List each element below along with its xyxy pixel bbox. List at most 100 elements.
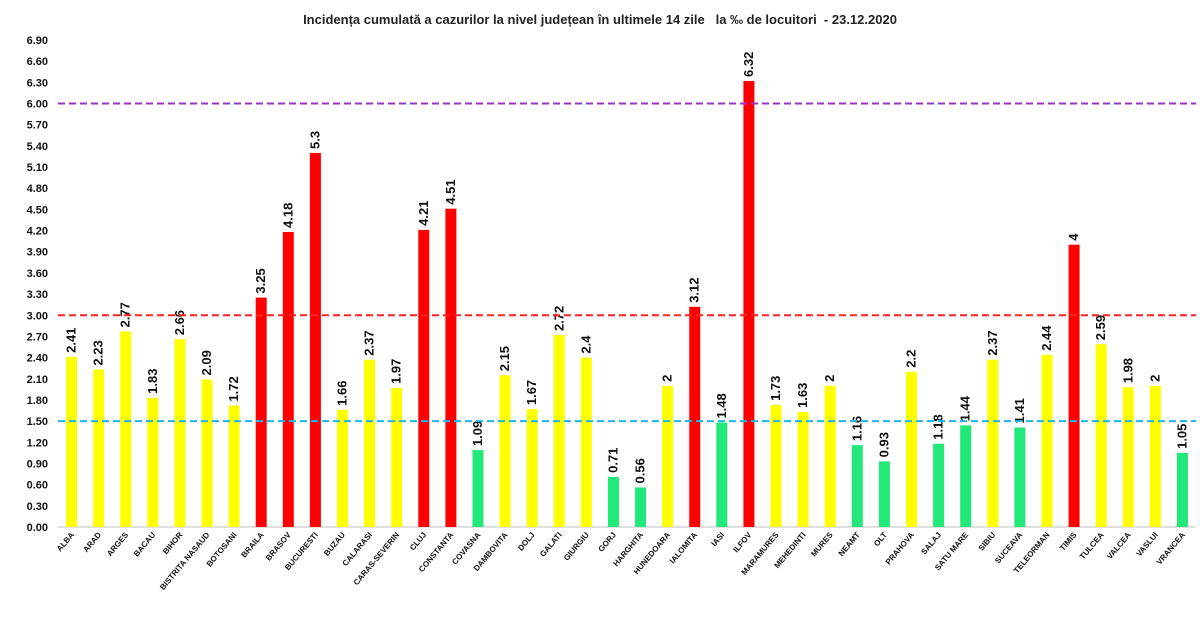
y-tick-label: 5.40	[27, 141, 48, 153]
y-tick-label: 1.50	[27, 416, 48, 428]
y-tick-label: 3.00	[27, 310, 48, 322]
data-label: 2.4	[578, 335, 593, 354]
y-tick-label: 6.30	[27, 77, 48, 89]
bar	[716, 422, 728, 527]
y-tick-label: 3.90	[27, 247, 48, 259]
data-label: 1.41	[1012, 398, 1027, 423]
bar	[255, 297, 267, 527]
data-label: 2	[822, 375, 837, 382]
y-tick-label: 0.90	[27, 458, 48, 470]
bar	[1068, 244, 1080, 527]
data-label: 4.21	[416, 201, 431, 226]
bar	[93, 369, 105, 527]
data-label: 0.56	[633, 458, 648, 483]
bar	[960, 425, 972, 527]
bar	[472, 450, 484, 527]
data-label: 1.16	[849, 416, 864, 441]
x-tick-label: GIURGIU	[562, 530, 591, 562]
data-label: 1.63	[795, 383, 810, 408]
data-label: 1.98	[1120, 358, 1135, 383]
data-label: 0.93	[876, 432, 891, 457]
x-tick-label: CLUJ	[408, 531, 428, 553]
y-tick-label: 2.10	[27, 374, 48, 386]
bar	[851, 445, 863, 527]
y-tick-label: 6.60	[27, 56, 48, 68]
data-label: 2.41	[64, 328, 79, 353]
x-tick-label: MURES	[809, 530, 835, 558]
data-label: 1.66	[335, 381, 350, 406]
x-tick-label: ARGES	[105, 530, 131, 558]
data-label: 4.18	[280, 203, 295, 228]
x-tick-label: ARAD	[81, 530, 103, 554]
x-tick-label: TULCEA	[1078, 530, 1106, 561]
bar	[689, 306, 701, 527]
bar	[878, 461, 890, 527]
bar	[499, 375, 511, 527]
y-tick-label: 0.30	[27, 501, 48, 513]
data-label: 2.37	[362, 330, 377, 355]
x-tick-label: IASI	[709, 531, 726, 549]
bar	[824, 385, 836, 527]
bar	[174, 339, 186, 527]
data-label: 0.71	[605, 448, 620, 473]
bar	[526, 409, 538, 527]
bar	[418, 229, 430, 527]
y-tick-label: 3.30	[27, 289, 48, 301]
x-tick-label: SIBIU	[977, 530, 998, 552]
y-tick-label: 0.00	[27, 522, 48, 534]
x-tick-label: BISTRITA NASAUD	[158, 530, 212, 591]
data-label: 1.05	[1174, 424, 1189, 449]
bar	[309, 152, 321, 527]
bar	[635, 487, 647, 527]
y-tick-label: 0.60	[27, 480, 48, 492]
bar	[201, 379, 213, 527]
x-tick-label: VRANCEA	[1155, 530, 1187, 566]
y-tick-label: 5.70	[27, 120, 48, 132]
data-label: 1.44	[958, 395, 973, 421]
bar	[553, 335, 565, 527]
x-tick-label: BACAU	[132, 530, 158, 558]
data-label: 2.66	[172, 310, 187, 335]
bar	[337, 409, 348, 527]
bar	[987, 359, 999, 527]
x-tick-label: GALATI	[538, 531, 564, 559]
bar	[1041, 354, 1053, 527]
x-tick-label: NEAMT	[837, 530, 862, 558]
bar	[66, 356, 78, 527]
bar	[120, 331, 132, 527]
x-tick-label: BRASOV	[264, 530, 293, 563]
bar	[797, 411, 809, 527]
bar	[391, 387, 403, 527]
data-label: 1.83	[145, 369, 160, 394]
x-tick-label: SALAJ	[919, 531, 943, 557]
y-tick-label: 4.20	[27, 226, 48, 238]
x-tick-label: VASLUI	[1135, 531, 1160, 559]
x-tick-label: BIHOR	[161, 530, 185, 556]
bar	[1095, 344, 1107, 527]
data-label: 4	[1066, 233, 1081, 241]
bar	[364, 359, 376, 527]
y-tick-label: 4.80	[27, 183, 48, 195]
x-tick-label: VALCEA	[1105, 530, 1133, 561]
x-tick-label: GORJ	[597, 531, 618, 554]
data-label: 3.12	[687, 277, 702, 302]
bar	[1122, 387, 1134, 527]
y-tick-label: 4.50	[27, 204, 48, 216]
bar	[607, 476, 619, 527]
y-tick-label: 5.10	[27, 162, 48, 174]
data-label: 2.2	[904, 350, 919, 368]
data-label: 2	[1147, 375, 1162, 382]
data-label: 4.51	[443, 179, 458, 204]
y-tick-label: 3.60	[27, 268, 48, 280]
y-tick-label: 6.00	[27, 99, 48, 111]
data-label: 1.97	[389, 359, 404, 384]
data-label: 2.23	[91, 340, 106, 365]
y-tick-label: 2.70	[27, 331, 48, 343]
y-tick-label: 2.40	[27, 353, 48, 365]
bar	[933, 443, 945, 527]
x-tick-label: OLT	[872, 530, 889, 548]
data-label: 3.25	[253, 268, 268, 293]
data-label: 5.3	[307, 131, 322, 149]
x-tick-label: TIMIS	[1058, 530, 1079, 553]
